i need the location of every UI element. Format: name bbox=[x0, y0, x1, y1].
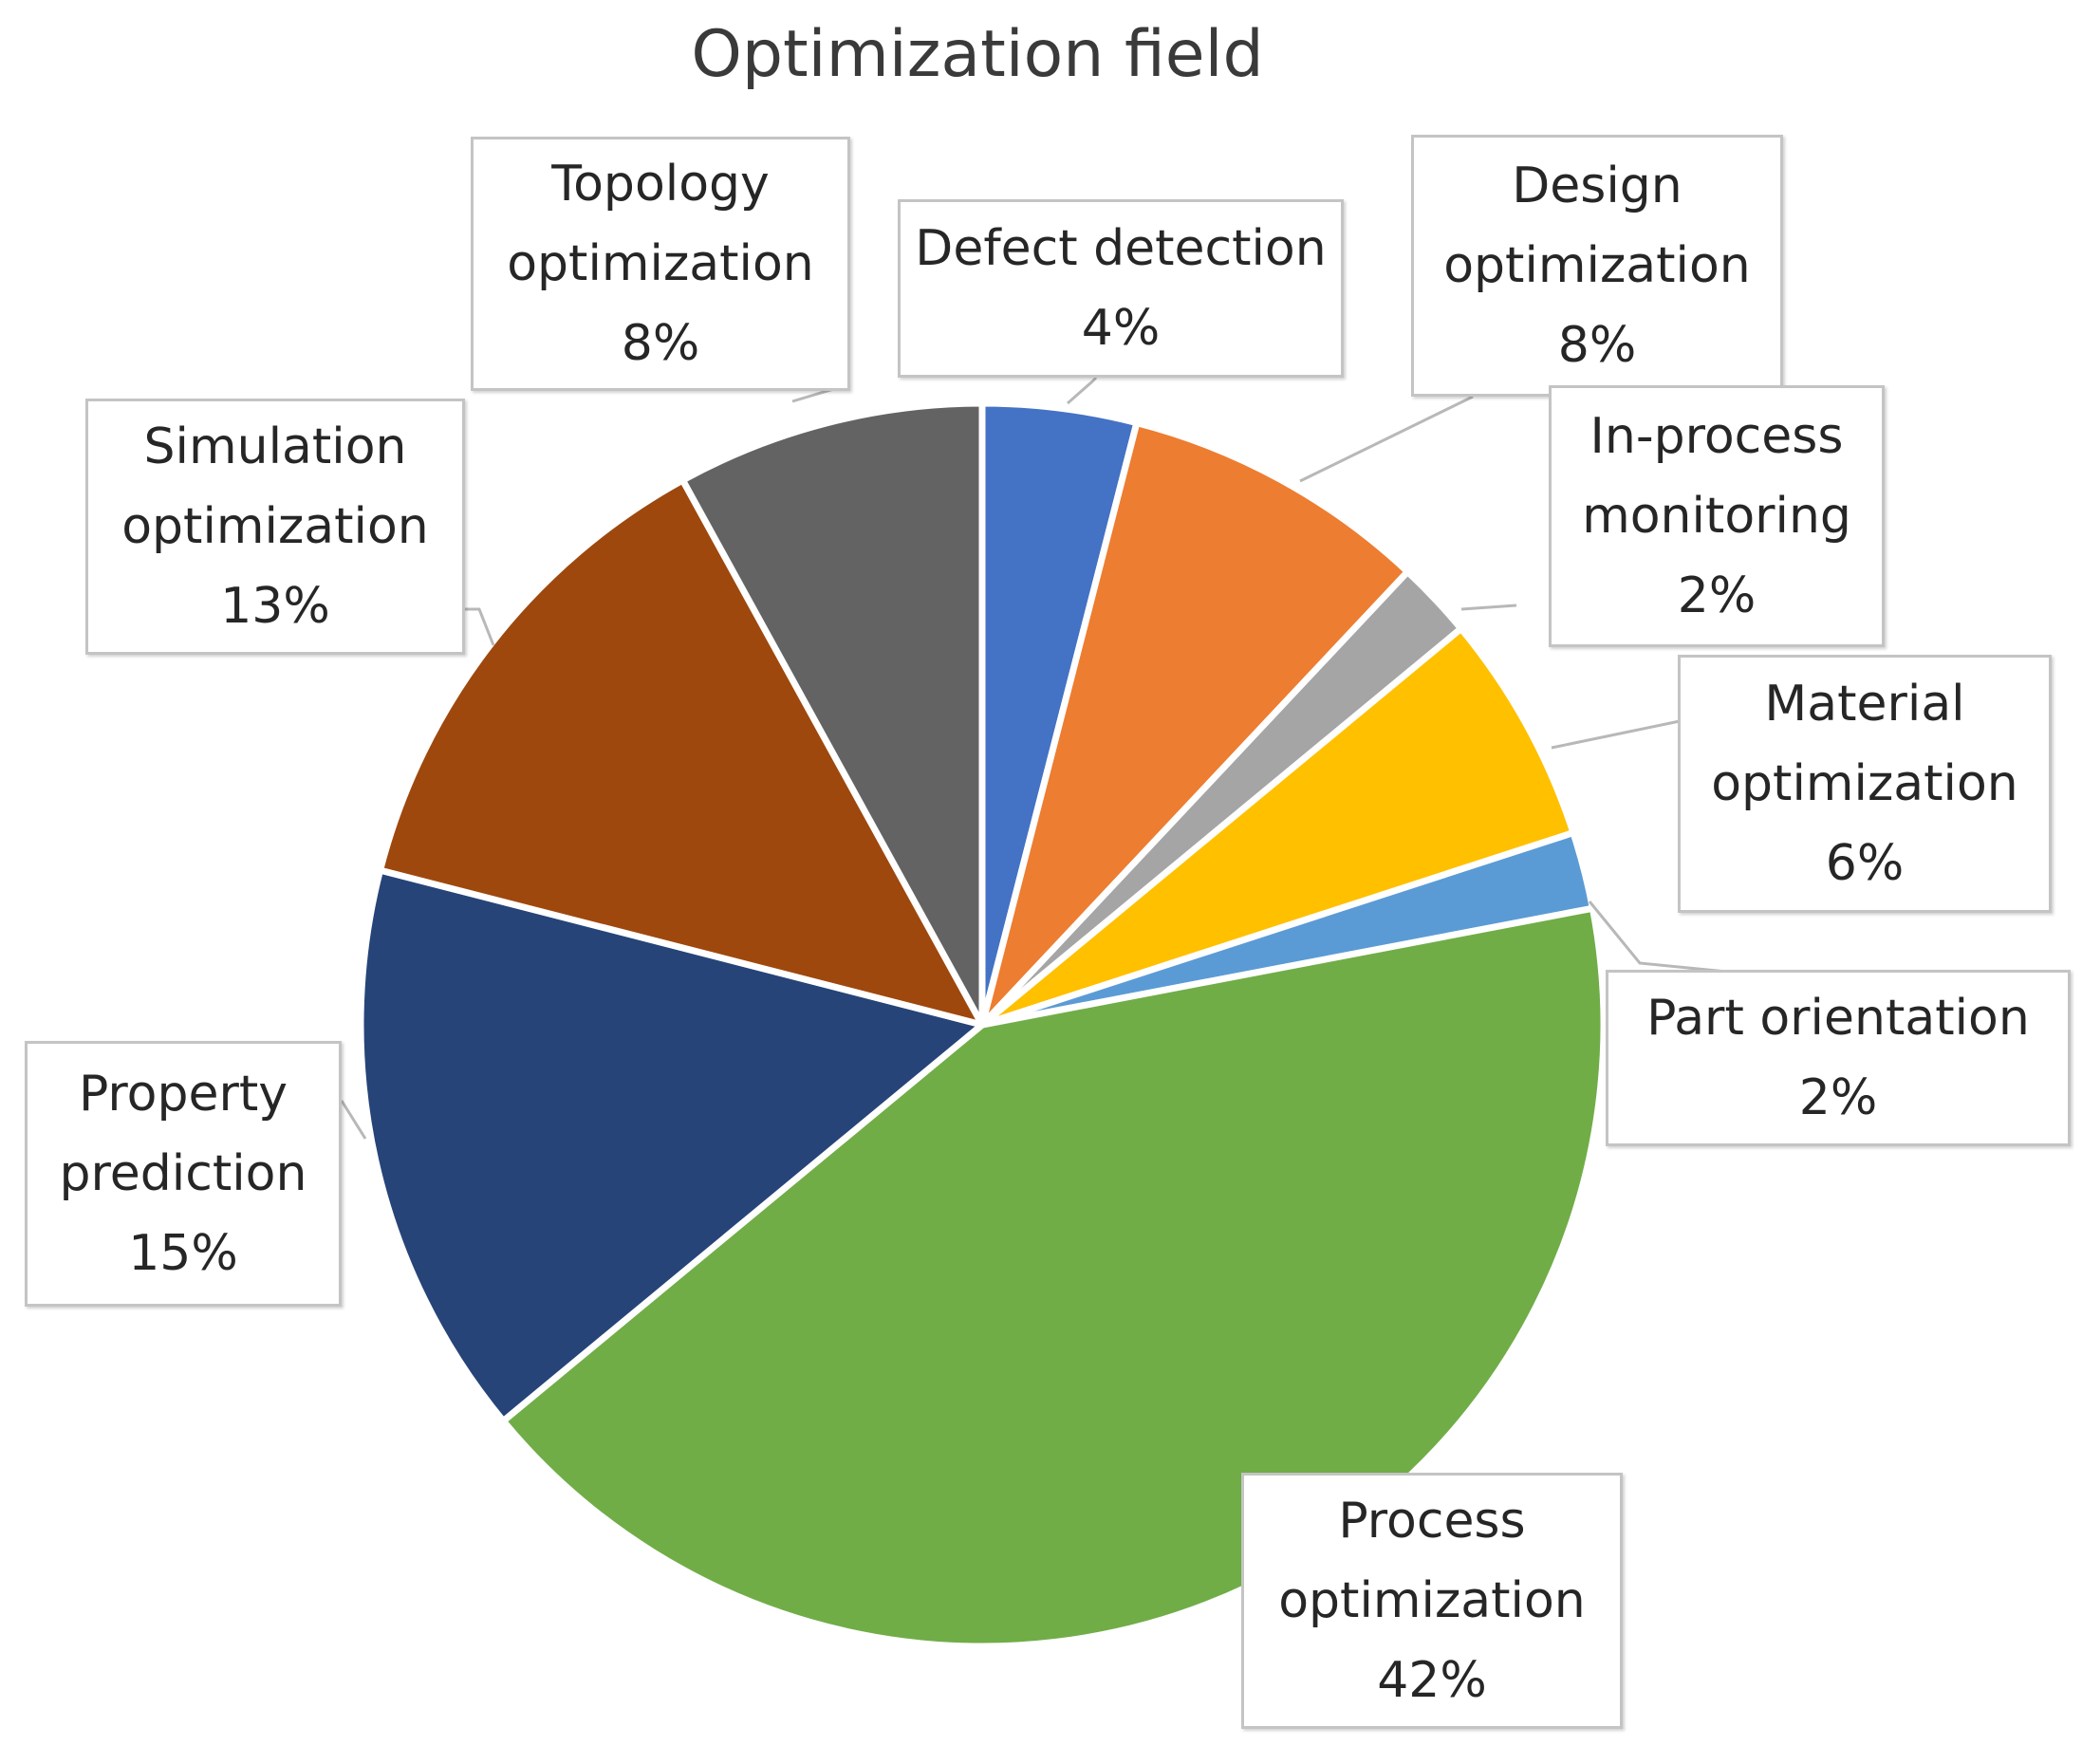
label-part-pct: 2% bbox=[1798, 1069, 1878, 1126]
label-property-line1: Property bbox=[78, 1066, 288, 1123]
label-process-pct: 42% bbox=[1377, 1652, 1487, 1709]
data-label-topology: Topology optimization 8% bbox=[471, 137, 850, 391]
data-label-material: Material optimization 6% bbox=[1678, 655, 2052, 913]
data-label-inprocess: In-process monitoring 2% bbox=[1549, 385, 1885, 647]
label-material-line1: Material bbox=[1764, 676, 1965, 733]
label-part-line1: Part orientation bbox=[1646, 990, 2030, 1047]
label-inprocess-pct: 2% bbox=[1677, 567, 1757, 624]
pie-slice-topology bbox=[679, 399, 986, 1029]
label-property-pct: 15% bbox=[128, 1225, 238, 1282]
label-topology-line1: Topology bbox=[551, 156, 770, 213]
data-label-part: Part orientation 2% bbox=[1606, 970, 2071, 1146]
data-label-design: Design optimization 8% bbox=[1411, 135, 1783, 397]
label-simulation-line2: optimization bbox=[121, 498, 429, 555]
label-defect-line1: Defect detection bbox=[915, 220, 1327, 277]
pie-slice-material bbox=[978, 624, 1577, 1029]
label-design-line1: Design bbox=[1512, 158, 1682, 214]
label-design-line2: optimization bbox=[1443, 237, 1751, 294]
data-label-process: Process optimization 42% bbox=[1241, 1473, 1623, 1729]
leader-line-part bbox=[1588, 901, 1785, 979]
pie-slice-simulation bbox=[377, 476, 986, 1029]
label-process-line2: optimization bbox=[1278, 1572, 1586, 1629]
leader-line-inprocess bbox=[1460, 603, 1517, 611]
label-simulation-pct: 13% bbox=[220, 578, 330, 635]
label-inprocess-line2: monitoring bbox=[1582, 488, 1851, 545]
leader-line-material bbox=[1551, 719, 1681, 750]
label-material-pct: 6% bbox=[1825, 835, 1905, 892]
pie-slices bbox=[357, 399, 1608, 1650]
label-design-pct: 8% bbox=[1557, 317, 1637, 374]
label-topology-pct: 8% bbox=[621, 315, 700, 372]
leader-line-property bbox=[340, 1100, 367, 1140]
data-label-property: Property prediction 15% bbox=[25, 1041, 342, 1307]
leader-line-design bbox=[1299, 395, 1474, 483]
label-defect-pct: 4% bbox=[1081, 300, 1161, 357]
label-process-line1: Process bbox=[1338, 1493, 1526, 1550]
label-inprocess-line1: In-process bbox=[1589, 408, 1844, 465]
label-simulation-line1: Simulation bbox=[143, 418, 407, 475]
label-material-line2: optimization bbox=[1711, 755, 2018, 812]
data-label-simulation: Simulation optimization 13% bbox=[85, 399, 465, 655]
pie-slice-design bbox=[978, 419, 1411, 1029]
pie-slice-property bbox=[357, 866, 986, 1425]
label-topology-line2: optimization bbox=[507, 235, 814, 292]
label-property-line2: prediction bbox=[59, 1145, 307, 1202]
leader-line-defect bbox=[1067, 376, 1098, 405]
chart-title: Optimization field bbox=[691, 17, 1264, 92]
data-label-defect: Defect detection 4% bbox=[898, 199, 1344, 378]
